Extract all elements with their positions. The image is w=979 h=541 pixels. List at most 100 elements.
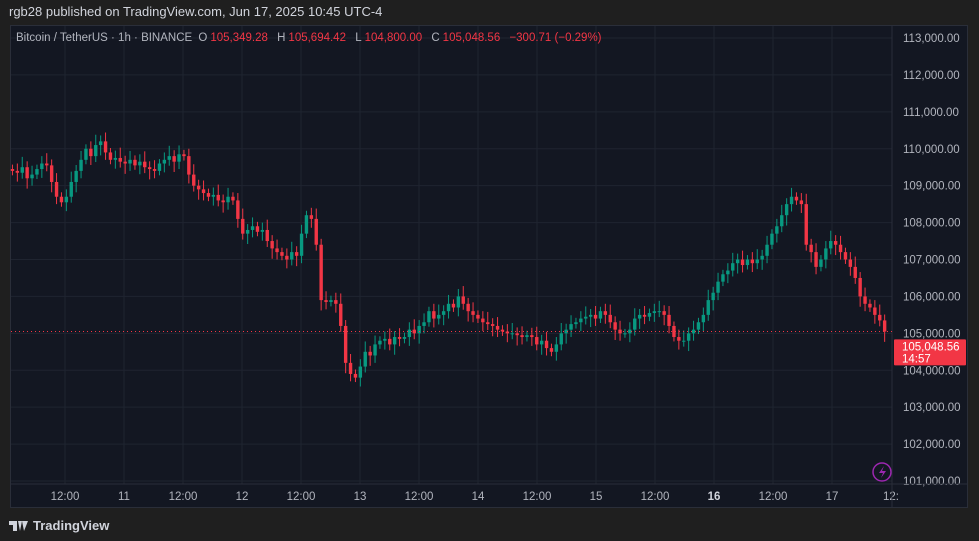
close-value: 105,048.56 <box>442 32 501 44</box>
candle-down <box>143 161 147 168</box>
symbol-label[interactable]: Bitcoin / TetherUS · 1h · BINANCE <box>16 32 193 44</box>
candle-up <box>69 181 73 197</box>
tradingview-logo-icon <box>9 520 28 531</box>
candle-up <box>226 196 230 203</box>
candle-down <box>549 348 554 352</box>
candle-down <box>878 314 882 321</box>
candle-down <box>515 333 519 336</box>
candle-down <box>348 362 353 374</box>
candle-up <box>755 259 759 264</box>
candle-down <box>108 152 113 160</box>
candle-down <box>192 174 196 186</box>
candle-up <box>138 161 142 166</box>
candle-down <box>486 322 490 325</box>
time-tick-label: 13 <box>354 491 367 503</box>
logo-text: TradingView <box>33 518 110 533</box>
time-tick-label: 12:00 <box>641 491 670 503</box>
candle-up <box>446 303 451 312</box>
lightning-icon-ring <box>872 462 892 482</box>
candle-down <box>294 252 299 256</box>
candle-up <box>760 255 764 260</box>
candle-down <box>868 303 872 308</box>
candle-down <box>535 337 539 345</box>
candle-down <box>618 329 622 334</box>
lightning-icon[interactable] <box>872 462 892 482</box>
candle-up <box>789 196 794 205</box>
candle-down <box>471 311 475 315</box>
time-tick-label: 16 <box>708 491 721 503</box>
candle-down <box>314 218 318 245</box>
candle-down <box>833 241 838 245</box>
candle-up <box>726 270 730 275</box>
candle-down <box>236 200 240 219</box>
candle-down <box>353 373 358 378</box>
candle-down <box>613 322 617 330</box>
candle-up <box>539 340 544 345</box>
candle-up <box>682 340 686 342</box>
open-value: 105,349.28 <box>210 32 268 44</box>
lightning-bolt <box>879 466 886 478</box>
change-value: −300.71 (−0.29%) <box>509 32 602 44</box>
candle-up <box>128 159 132 164</box>
candle-down <box>461 296 465 304</box>
price-tick-label: 104,000.00 <box>903 365 961 377</box>
candle-up <box>735 259 740 264</box>
time-tick-label: 12:00 <box>287 491 316 503</box>
price-tick-label: 110,000.00 <box>903 144 960 156</box>
close-label: C <box>431 32 440 44</box>
candle-up <box>211 194 216 197</box>
candle-up <box>770 233 774 245</box>
price-tick-label: 105,000.00 <box>903 328 961 340</box>
chart-panel[interactable] <box>10 25 968 508</box>
tradingview-logo[interactable]: TradingView <box>9 518 109 533</box>
candle-up <box>402 337 407 339</box>
candle-down <box>133 159 137 166</box>
time-tick-label: 12: <box>883 491 899 503</box>
time-tick-label: 12:00 <box>51 491 80 503</box>
candle-up <box>691 329 696 334</box>
candle-up <box>716 281 720 293</box>
candle-up <box>569 324 573 330</box>
candle-down <box>123 161 127 164</box>
candle-up <box>628 329 632 334</box>
price-tick-label: 113,000.00 <box>903 33 960 45</box>
candle-down <box>15 170 20 173</box>
candle-up <box>427 311 431 323</box>
candle-up <box>162 159 167 164</box>
candle-down <box>182 154 186 157</box>
high-value: 105,694.42 <box>288 32 346 44</box>
candle-down <box>505 331 510 334</box>
candle-down <box>608 314 612 323</box>
candle-down <box>481 318 485 323</box>
candle-down <box>319 244 323 301</box>
candle-up <box>456 296 461 308</box>
countdown-timer: 14:57 <box>902 353 931 365</box>
candle-down <box>147 167 152 170</box>
candle-down <box>858 277 862 297</box>
candle-down <box>45 163 49 166</box>
candle-down <box>118 157 122 162</box>
candle-down <box>172 156 176 162</box>
candle-down <box>206 193 211 197</box>
candle-down <box>334 300 338 304</box>
candle-down <box>451 303 456 308</box>
time-tick-label: 15 <box>590 491 603 503</box>
candle-down <box>412 329 416 334</box>
candle-up <box>79 159 83 171</box>
candle-up <box>775 226 779 234</box>
time-tick-label: 17 <box>826 491 839 503</box>
candle-up <box>510 333 514 335</box>
candle-up <box>824 248 828 260</box>
candle-up <box>167 156 171 160</box>
candle-up <box>559 333 563 345</box>
candle-up <box>623 333 627 335</box>
ohlc-legend: Bitcoin / TetherUS · 1h · BINANCE O 105,3… <box>16 32 605 44</box>
price-tick-label: 107,000.00 <box>903 255 961 267</box>
candle-down <box>285 255 289 260</box>
candle-down <box>500 329 505 332</box>
candle-down <box>397 337 402 339</box>
candle-up <box>696 322 701 330</box>
candle-up <box>765 244 769 256</box>
candle-down <box>642 314 647 317</box>
